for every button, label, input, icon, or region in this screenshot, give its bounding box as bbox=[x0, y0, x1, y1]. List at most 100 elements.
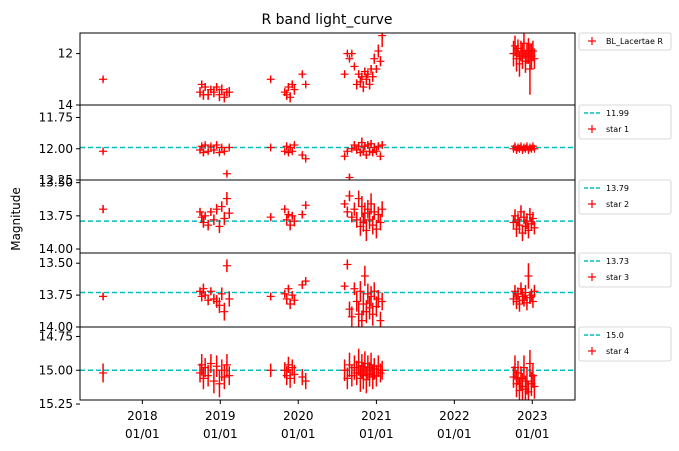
data-point bbox=[298, 151, 307, 159]
data-point bbox=[298, 280, 307, 289]
data-point bbox=[197, 211, 206, 223]
x-tick-label: 01/01 bbox=[125, 427, 160, 441]
x-tick-label: 2020 bbox=[283, 409, 314, 423]
panel-4: 13.50 13.75 14.00 13.73 star 3 bbox=[39, 252, 672, 334]
legend-label: 15.0 bbox=[606, 331, 624, 340]
data-point bbox=[360, 265, 369, 287]
legend-box bbox=[578, 32, 672, 51]
data-point bbox=[301, 80, 310, 89]
data-point bbox=[286, 219, 295, 231]
x-tick-label: 01/01 bbox=[437, 427, 472, 441]
data-point bbox=[266, 292, 275, 301]
data-point bbox=[204, 295, 213, 306]
data-point bbox=[280, 289, 289, 298]
data-points bbox=[99, 33, 539, 103]
data-point bbox=[345, 190, 354, 202]
data-point bbox=[266, 213, 275, 222]
data-point bbox=[99, 205, 108, 214]
data-point bbox=[204, 89, 213, 100]
data-point bbox=[206, 287, 215, 296]
data-point bbox=[359, 81, 368, 93]
data-point bbox=[363, 70, 372, 79]
data-point bbox=[266, 363, 275, 378]
x-axis: 2018 01/01 2019 01/01 2020 01/01 2021 01/01 2022… bbox=[125, 400, 550, 441]
data-point bbox=[376, 214, 385, 231]
data-point bbox=[282, 293, 291, 305]
y-tick-label: 13.75 bbox=[39, 288, 73, 302]
data-point bbox=[340, 70, 349, 79]
legend-label: 11.99 bbox=[606, 109, 629, 118]
data-point bbox=[215, 148, 224, 157]
data-point bbox=[378, 360, 387, 380]
data-point bbox=[378, 141, 387, 149]
x-tick-label: 01/01 bbox=[203, 427, 238, 441]
y-tick-label: 12.00 bbox=[39, 142, 73, 156]
data-point bbox=[376, 152, 385, 161]
data-point bbox=[201, 83, 210, 91]
data-point bbox=[301, 201, 310, 210]
data-point bbox=[345, 54, 354, 63]
data-point bbox=[378, 201, 387, 218]
data-point bbox=[347, 211, 356, 223]
data-point bbox=[343, 147, 352, 156]
data-point bbox=[370, 53, 379, 64]
data-point bbox=[290, 364, 299, 384]
data-point bbox=[212, 203, 221, 215]
y-tick-label: 15.00 bbox=[39, 363, 73, 377]
data-point bbox=[199, 148, 208, 157]
data-point bbox=[282, 214, 291, 226]
x-tick-label: 2019 bbox=[205, 409, 236, 423]
data-point bbox=[350, 62, 359, 71]
panel-frame bbox=[79, 32, 576, 106]
legend-label: 13.73 bbox=[606, 257, 629, 266]
data-point bbox=[368, 71, 377, 82]
data-point bbox=[378, 292, 387, 311]
y-tick-label: 11.75 bbox=[39, 111, 73, 125]
data-point bbox=[301, 154, 310, 163]
data-point bbox=[374, 142, 383, 151]
data-point bbox=[352, 79, 361, 90]
data-point bbox=[220, 147, 229, 156]
data-point bbox=[530, 374, 539, 399]
data-point bbox=[284, 284, 293, 293]
data-point bbox=[370, 282, 379, 301]
y-tick-label: 14 bbox=[58, 98, 73, 112]
panels: 12 14 BL_Lacertae R 11.75 12.00 12.25 11.99 sta… bbox=[39, 32, 672, 411]
legend-label: BL_Lacertae R bbox=[606, 37, 663, 46]
panel-frame bbox=[79, 326, 576, 401]
data-point bbox=[340, 199, 349, 208]
data-point bbox=[282, 142, 291, 151]
data-point bbox=[196, 207, 205, 216]
data-point bbox=[222, 191, 231, 206]
legend-label: 13.79 bbox=[606, 184, 629, 193]
data-point bbox=[212, 141, 221, 149]
data-point bbox=[528, 40, 537, 62]
data-point bbox=[201, 141, 210, 149]
data-point bbox=[357, 72, 366, 81]
data-point bbox=[378, 33, 387, 48]
data-point bbox=[284, 210, 293, 219]
data-point bbox=[220, 302, 229, 321]
data-point bbox=[290, 141, 299, 149]
data-point bbox=[516, 282, 525, 296]
data-point bbox=[220, 211, 229, 226]
data-points bbox=[99, 137, 539, 180]
data-point bbox=[222, 169, 231, 178]
data-point bbox=[288, 147, 297, 156]
x-tick-label: 2022 bbox=[439, 409, 470, 423]
legend: 15.0 star 4 bbox=[578, 326, 672, 362]
x-tick-label: 2018 bbox=[127, 409, 158, 423]
data-point bbox=[522, 367, 531, 395]
y-tick-label: 13.50 bbox=[39, 176, 73, 190]
data-point bbox=[217, 201, 226, 212]
y-tick-label: 13.50 bbox=[39, 256, 73, 270]
legend-label: star 4 bbox=[606, 347, 629, 356]
panel-1: 12 14 BL_Lacertae R bbox=[58, 32, 672, 112]
data-point bbox=[376, 56, 385, 67]
data-point bbox=[290, 215, 299, 227]
data-point bbox=[199, 217, 208, 228]
data-point bbox=[225, 207, 234, 219]
data-point bbox=[209, 214, 218, 226]
data-point bbox=[206, 207, 215, 216]
data-point bbox=[209, 87, 218, 98]
